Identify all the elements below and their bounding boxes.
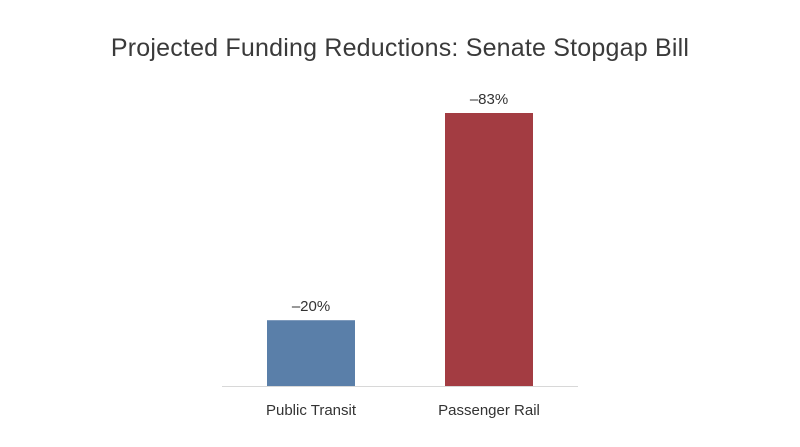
x-tick-label-public-transit: Public Transit [266, 402, 357, 419]
data-label-passenger-rail: –83% [470, 91, 508, 108]
bar-public-transit [267, 320, 355, 386]
data-label-public-transit: –20% [292, 298, 330, 315]
x-tick-label-passenger-rail: Passenger Rail [438, 402, 540, 419]
chart-title: Projected Funding Reductions: Senate Sto… [110, 34, 690, 62]
bar-passenger-rail [445, 113, 533, 386]
